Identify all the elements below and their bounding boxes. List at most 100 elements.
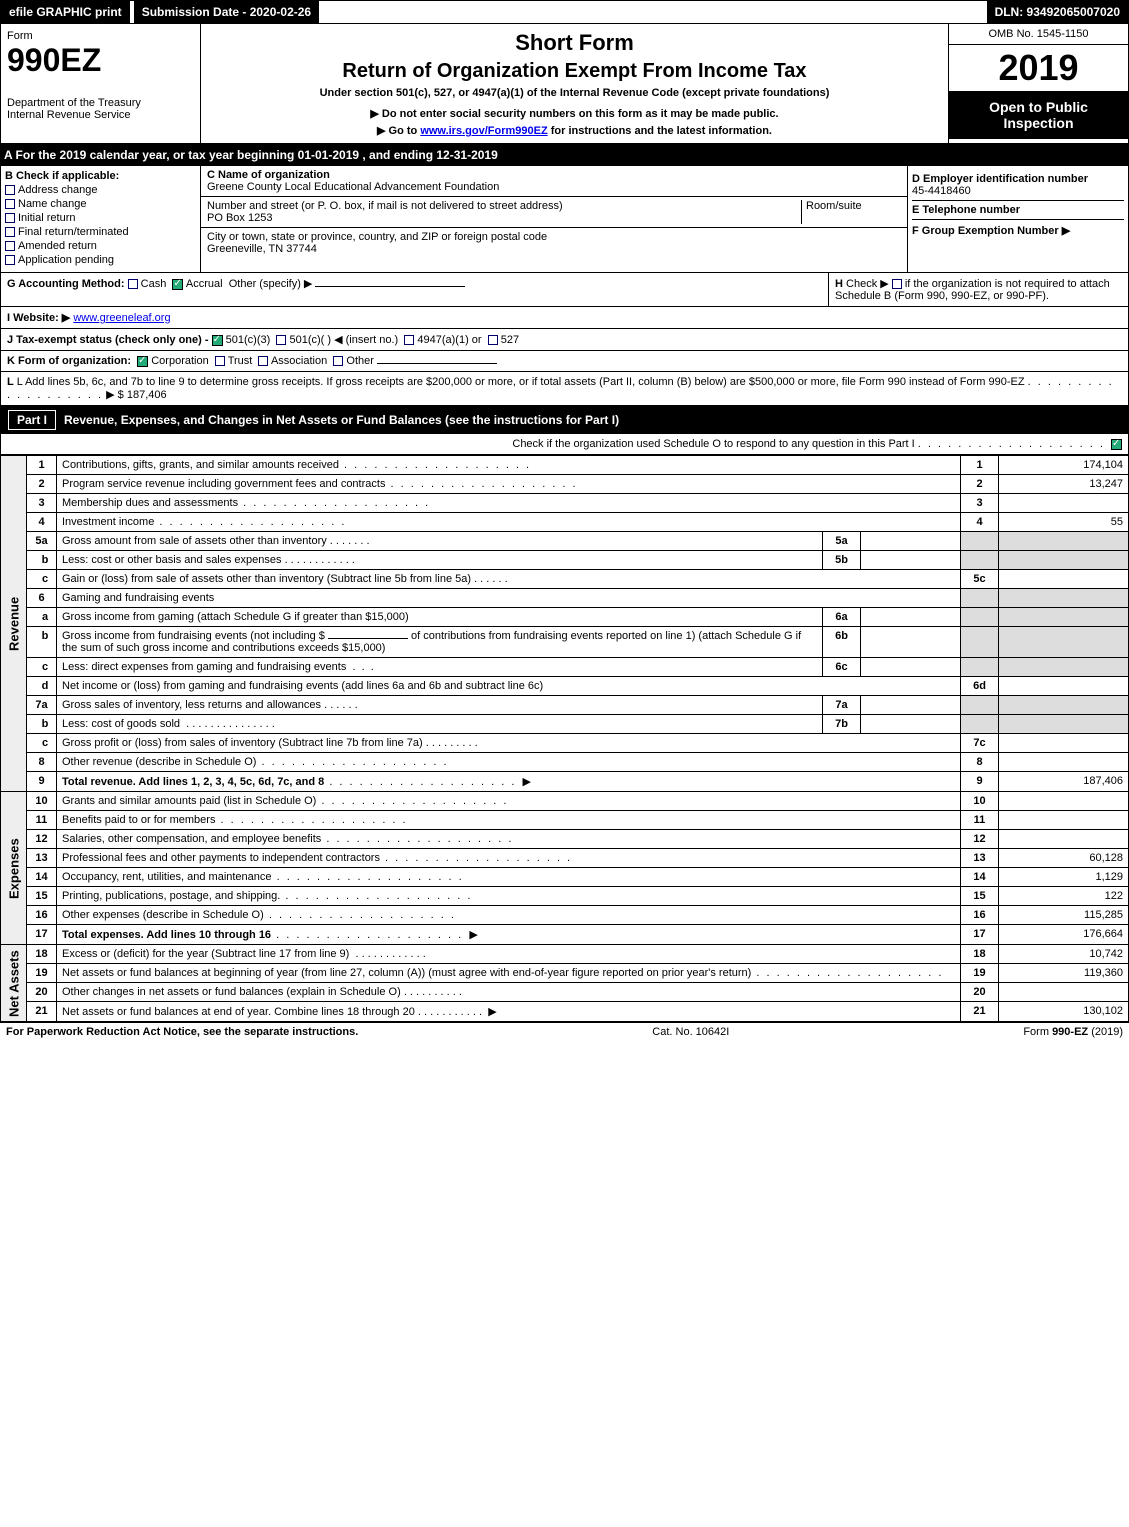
- cb-trust[interactable]: [215, 356, 225, 366]
- j-insert: ◀ (insert no.): [334, 334, 398, 346]
- cb-corp[interactable]: [137, 356, 148, 367]
- dln: DLN: 93492065007020: [987, 1, 1128, 23]
- l2-num: 2: [27, 475, 57, 494]
- c-name-label: C Name of organization: [207, 169, 901, 181]
- line-20: 20 Other changes in net assets or fund b…: [1, 983, 1129, 1002]
- l6b-box: [961, 627, 999, 658]
- l6-num: 6: [27, 589, 57, 608]
- cb-527[interactable]: [488, 335, 498, 345]
- e-phone-label: E Telephone number: [912, 204, 1124, 216]
- l11-box: 11: [961, 811, 999, 830]
- row-g-h: G Accounting Method: Cash Accrual Other …: [0, 273, 1129, 307]
- l20-num: 20: [27, 983, 57, 1002]
- l11-amt: [999, 811, 1129, 830]
- row-k: K Form of organization: Corporation Trus…: [0, 351, 1129, 372]
- l10-text: Grants and similar amounts paid (list in…: [62, 795, 316, 807]
- l18-text: Excess or (deficit) for the year (Subtra…: [62, 948, 349, 960]
- goto-link[interactable]: www.irs.gov/Form990EZ: [420, 125, 547, 137]
- l5a-box: [961, 532, 999, 551]
- l19-num: 19: [27, 964, 57, 983]
- l16-text: Other expenses (describe in Schedule O): [62, 909, 264, 921]
- cb-final-return[interactable]: Final return/terminated: [5, 226, 196, 238]
- l18-amt: 10,742: [999, 945, 1129, 964]
- l5a-midamt: [861, 532, 961, 551]
- l12-box: 12: [961, 830, 999, 849]
- l6d-text: Net income or (loss) from gaming and fun…: [57, 677, 961, 696]
- efile-label[interactable]: efile GRAPHIC print: [1, 1, 130, 23]
- cb-final-return-label: Final return/terminated: [18, 226, 129, 238]
- short-form-title: Short Form: [207, 30, 942, 56]
- cb-amended-return[interactable]: Amended return: [5, 240, 196, 252]
- l18-num: 18: [27, 945, 57, 964]
- l13-box: 13: [961, 849, 999, 868]
- line-13: 13 Professional fees and other payments …: [1, 849, 1129, 868]
- footer-left: For Paperwork Reduction Act Notice, see …: [6, 1026, 358, 1038]
- section-c: C Name of organization Greene County Loc…: [201, 166, 908, 272]
- line-5a: 5a Gross amount from sale of assets othe…: [1, 532, 1129, 551]
- line-6a: a Gross income from gaming (attach Sched…: [1, 608, 1129, 627]
- cb-address-change[interactable]: Address change: [5, 184, 196, 196]
- l17-text: Total expenses. Add lines 10 through 16: [62, 929, 271, 941]
- l6c-box: [961, 658, 999, 677]
- city-label: City or town, state or province, country…: [207, 231, 901, 243]
- l21-text: Net assets or fund balances at end of ye…: [62, 1006, 415, 1018]
- l5c-amt: [999, 570, 1129, 589]
- l6c-midamt: [861, 658, 961, 677]
- l2-box: 2: [961, 475, 999, 494]
- website-link[interactable]: www.greeneleaf.org: [73, 312, 170, 324]
- l6a-midamt: [861, 608, 961, 627]
- other-input[interactable]: [315, 286, 465, 287]
- org-name: Greene County Local Educational Advancem…: [207, 181, 901, 193]
- cb-accrual[interactable]: [172, 279, 183, 290]
- l3-num: 3: [27, 494, 57, 513]
- part1-header: Part I Revenue, Expenses, and Changes in…: [0, 406, 1129, 434]
- l20-amt: [999, 983, 1129, 1002]
- l9-amt: 187,406: [999, 772, 1129, 792]
- cb-other[interactable]: [333, 356, 343, 366]
- cb-application-pending[interactable]: Application pending: [5, 254, 196, 266]
- l7c-amt: [999, 734, 1129, 753]
- l6b-num: b: [27, 627, 57, 658]
- netassets-side-label: Net Assets: [1, 945, 27, 1022]
- header-right: OMB No. 1545-1150 2019 Open to Public In…: [948, 24, 1128, 143]
- l3-amt: [999, 494, 1129, 513]
- goto-line: ▶ Go to www.irs.gov/Form990EZ for instru…: [207, 124, 942, 137]
- cb-cash[interactable]: [128, 279, 138, 289]
- l8-amt: [999, 753, 1129, 772]
- l18-box: 18: [961, 945, 999, 964]
- cb-amended-return-label: Amended return: [18, 240, 97, 252]
- l21-box: 21: [961, 1002, 999, 1022]
- k-other-input[interactable]: [377, 363, 497, 364]
- l6c-amt: [999, 658, 1129, 677]
- revenue-side-label: Revenue: [1, 456, 27, 792]
- line-7a: 7a Gross sales of inventory, less return…: [1, 696, 1129, 715]
- line-16: 16 Other expenses (describe in Schedule …: [1, 906, 1129, 925]
- header-left: Form 990EZ Department of the Treasury In…: [1, 24, 201, 143]
- ssn-notice: ▶ Do not enter social security numbers o…: [207, 107, 942, 120]
- cb-h[interactable]: [892, 279, 902, 289]
- l4-box: 4: [961, 513, 999, 532]
- city-value: Greeneville, TN 37744: [207, 243, 901, 255]
- footer-right: Form 990-EZ (2019): [1023, 1026, 1123, 1038]
- l19-text: Net assets or fund balances at beginning…: [62, 967, 751, 979]
- line-6b: b Gross income from fundraising events (…: [1, 627, 1129, 658]
- cb-501c3[interactable]: [212, 335, 223, 346]
- l1-text: Contributions, gifts, grants, and simila…: [62, 459, 339, 471]
- l7a-midamt: [861, 696, 961, 715]
- line-18: Net Assets 18 Excess or (deficit) for th…: [1, 945, 1129, 964]
- l6b-input[interactable]: [328, 638, 408, 639]
- l2-amt: 13,247: [999, 475, 1129, 494]
- l5c-num: c: [27, 570, 57, 589]
- cb-501c[interactable]: [276, 335, 286, 345]
- l12-text: Salaries, other compensation, and employ…: [62, 833, 321, 845]
- l5b-text: Less: cost or other basis and sales expe…: [62, 554, 282, 566]
- cb-schedule-o[interactable]: [1111, 439, 1122, 450]
- l7c-text: Gross profit or (loss) from sales of inv…: [62, 737, 423, 749]
- l5a-text: Gross amount from sale of assets other t…: [62, 535, 327, 547]
- cb-assoc[interactable]: [258, 356, 268, 366]
- j-501c3: 501(c)(3): [226, 334, 271, 346]
- cb-name-change[interactable]: Name change: [5, 198, 196, 210]
- l6d-num: d: [27, 677, 57, 696]
- cb-initial-return[interactable]: Initial return: [5, 212, 196, 224]
- cb-4947[interactable]: [404, 335, 414, 345]
